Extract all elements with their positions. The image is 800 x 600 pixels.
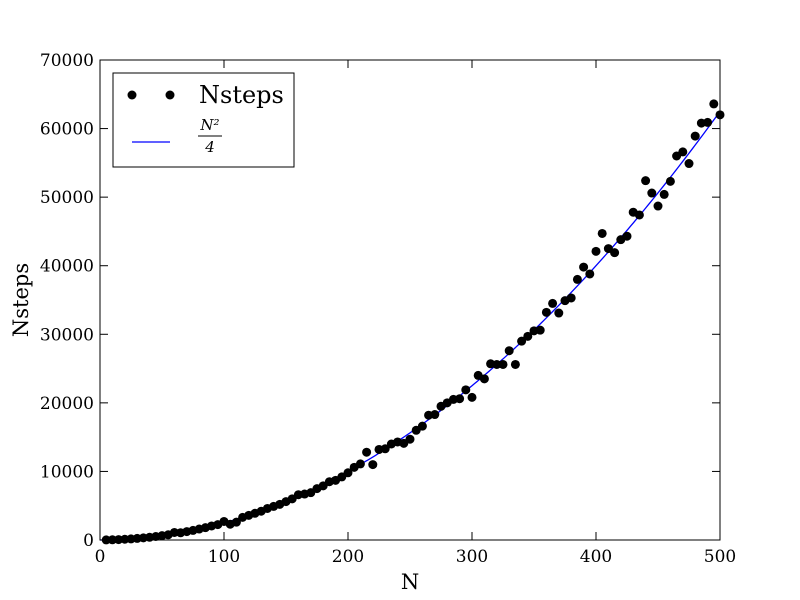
legend-label-line-numerator: N²	[199, 116, 219, 134]
legend: Nsteps N² 4	[112, 72, 295, 168]
x-tick-label: 500	[704, 547, 736, 567]
data-points-series	[101, 99, 725, 545]
data-point	[566, 293, 576, 303]
data-point	[380, 444, 390, 454]
data-point	[368, 460, 378, 470]
x-axis-ticks: 0 100 200 300 400 500	[95, 60, 736, 567]
data-point	[498, 359, 508, 369]
data-point	[504, 346, 514, 356]
y-axis-ticks: 0 10000 20000 30000 40000 50000 60000 70000	[40, 51, 720, 551]
data-point	[709, 99, 719, 109]
data-point	[467, 392, 477, 402]
data-point	[684, 159, 694, 169]
data-point	[653, 201, 663, 211]
data-point	[523, 331, 533, 341]
x-axis-label: N	[401, 570, 419, 594]
data-point	[492, 359, 502, 369]
data-point	[231, 517, 241, 527]
x-tick-label: 300	[456, 547, 488, 567]
y-tick-label: 50000	[40, 188, 94, 208]
y-tick-label: 20000	[40, 394, 94, 414]
data-point	[610, 248, 620, 258]
legend-marker-point	[165, 90, 175, 100]
data-point	[641, 176, 651, 186]
data-point	[430, 410, 440, 420]
x-tick-label: 100	[208, 547, 240, 567]
data-point	[510, 359, 520, 369]
data-point	[405, 434, 415, 444]
data-point	[579, 262, 589, 272]
data-point	[417, 421, 427, 431]
data-point	[597, 228, 607, 238]
data-point	[703, 117, 713, 127]
data-point	[455, 394, 465, 404]
legend-label-line-denominator: 4	[204, 138, 215, 156]
data-point	[535, 325, 545, 335]
data-point	[461, 385, 471, 395]
x-tick-label: 0	[95, 547, 106, 567]
y-tick-label: 60000	[40, 120, 94, 140]
data-point	[362, 447, 372, 457]
legend-box	[112, 72, 295, 168]
data-point	[343, 468, 353, 478]
data-point	[659, 189, 669, 199]
data-point	[634, 210, 644, 220]
data-point	[665, 176, 675, 186]
data-point	[517, 336, 527, 346]
data-point	[355, 459, 365, 469]
y-tick-label: 70000	[40, 51, 94, 71]
data-point	[479, 374, 489, 384]
data-point	[572, 274, 582, 284]
data-point	[554, 308, 564, 318]
data-point	[585, 269, 595, 279]
data-point	[622, 231, 632, 241]
data-point	[647, 188, 657, 198]
data-point	[548, 298, 558, 308]
y-axis-label: Nsteps	[9, 263, 33, 337]
data-point	[591, 246, 601, 256]
y-tick-label: 0	[83, 531, 94, 551]
x-tick-label: 400	[580, 547, 612, 567]
y-tick-label: 40000	[40, 257, 94, 277]
y-tick-label: 30000	[40, 325, 94, 345]
data-point	[678, 147, 688, 157]
plot-frame	[99, 59, 721, 541]
x-tick-label: 200	[332, 547, 364, 567]
legend-label-points: Nsteps	[199, 81, 284, 109]
legend-marker-point	[127, 90, 137, 100]
data-point	[541, 307, 551, 317]
y-tick-label: 10000	[40, 462, 94, 482]
data-point	[690, 131, 700, 141]
